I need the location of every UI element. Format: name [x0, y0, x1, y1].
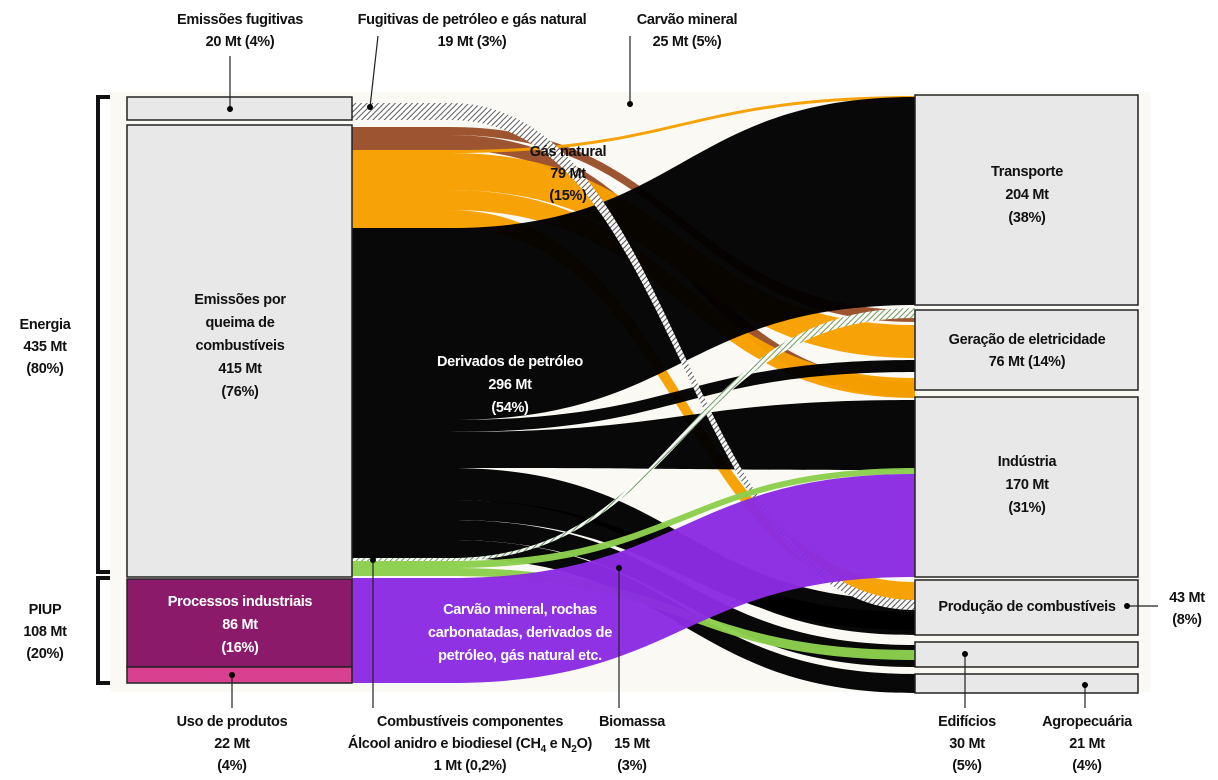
label-line: 79 Mt: [550, 166, 586, 182]
label-part: O): [577, 736, 593, 752]
label-line: Edifícios: [938, 714, 996, 730]
label-part: Álcool anidro e biodiesel (CH: [348, 735, 541, 752]
label-line: 296 Mt: [488, 377, 532, 393]
label-line: Energia: [19, 317, 71, 333]
label-line: Biomassa: [599, 714, 666, 730]
node: [914, 396, 1139, 578]
label-line: 20 Mt (4%): [206, 34, 275, 50]
label-line: 435 Mt: [23, 339, 67, 355]
label-line: (80%): [26, 361, 64, 377]
label-part: 4: [541, 744, 547, 755]
label-line: carbonatadas, derivados de: [428, 625, 612, 641]
callout-dot: [227, 106, 233, 112]
brackets: [96, 95, 110, 685]
label-line: 22 Mt: [214, 736, 250, 752]
label-line: Geração de eletricidade: [949, 332, 1106, 348]
label-line: 86 Mt: [222, 617, 258, 633]
label-line: combustíveis: [195, 338, 284, 354]
labels: Energia 435 Mt (80%) PIUP 108 Mt (20%) Emissõe…: [19, 12, 1205, 774]
callout-dot: [962, 651, 968, 657]
label-line: (16%): [221, 640, 259, 656]
callout-dot: [1124, 603, 1130, 609]
label-line: 15 Mt: [614, 736, 650, 752]
callouts: [227, 35, 1158, 708]
label-line: Carvão mineral, rochas: [443, 602, 597, 618]
callout-dot: [229, 672, 235, 678]
label-line: Emissões por: [194, 292, 286, 308]
flow: [352, 400, 915, 470]
flow: [352, 190, 915, 398]
node: [914, 673, 1139, 694]
callout-dot: [1082, 682, 1088, 688]
callout-dot: [627, 101, 633, 107]
label-line: Uso de produtos: [177, 714, 288, 730]
label-line: (31%): [1008, 500, 1046, 516]
label-line: Indústria: [998, 454, 1058, 470]
node: [914, 579, 1139, 636]
node: [126, 124, 353, 578]
bracket: [96, 95, 110, 574]
label-line: (4%): [1072, 758, 1102, 774]
label-line: Gás natural: [530, 144, 606, 160]
label-line: (15%): [549, 188, 587, 204]
nodes: [126, 94, 1139, 694]
label-line: (38%): [1008, 210, 1046, 226]
label-line: (3%): [617, 758, 647, 774]
flow: [352, 360, 915, 432]
node: [126, 96, 353, 121]
callout-dot: [370, 557, 376, 563]
node: [126, 578, 353, 668]
callout-dot: [367, 104, 373, 110]
label-line: 204 Mt: [1005, 187, 1049, 203]
label-line: Transporte: [991, 164, 1063, 180]
node: [126, 666, 353, 684]
bracket: [96, 576, 110, 685]
label-line: 76 Mt (14%): [989, 354, 1066, 370]
label-line: 19 Mt (3%): [438, 34, 507, 50]
label-line: queima de: [205, 315, 274, 331]
flow: [352, 568, 915, 660]
label-line: Agropecuária: [1042, 714, 1133, 730]
label-line: (4%): [217, 758, 247, 774]
label-line: (5%): [952, 758, 982, 774]
label-line: 415 Mt: [218, 361, 262, 377]
label-line: PIUP: [29, 602, 62, 618]
node: [914, 641, 1139, 668]
label-line: 30 Mt: [949, 736, 985, 752]
label-line: Álcool anidro e biodiesel (CH4 e N2O): [348, 735, 593, 755]
label-line: Carvão mineral: [637, 12, 738, 28]
label-line: 21 Mt: [1069, 736, 1105, 752]
label-line: (54%): [491, 400, 529, 416]
label-line: (8%): [1172, 612, 1202, 628]
label-line: 25 Mt (5%): [653, 34, 722, 50]
flows: [352, 96, 915, 693]
label-line: Fugitivas de petróleo e gás natural: [358, 12, 587, 28]
flow: [352, 540, 915, 693]
label-line: Derivados de petróleo: [437, 354, 583, 370]
label-line: petróleo, gás natural etc.: [438, 648, 602, 664]
label-line: 170 Mt: [1005, 477, 1049, 493]
label-line: Emissões fugitivas: [177, 12, 303, 28]
label-part: 2: [571, 744, 577, 755]
flow: [352, 500, 915, 630]
label-line: Processos industriais: [168, 594, 313, 610]
flow: [352, 520, 915, 667]
label-line: Combustíveis componentes: [377, 714, 563, 730]
label-line: (76%): [221, 384, 259, 400]
label-part: e N: [546, 736, 571, 752]
label-line: 1 Mt (0,2%): [434, 758, 507, 774]
label-line: Produção de combustíveis: [938, 599, 1116, 615]
node: [914, 94, 1139, 306]
label-line: 43 Mt: [1169, 590, 1205, 606]
flow: [352, 474, 915, 683]
callout-line: [369, 35, 379, 108]
label-line: (20%): [26, 646, 64, 662]
callout-dot: [616, 565, 622, 571]
label-line: 108 Mt: [23, 624, 67, 640]
node: [914, 309, 1139, 391]
